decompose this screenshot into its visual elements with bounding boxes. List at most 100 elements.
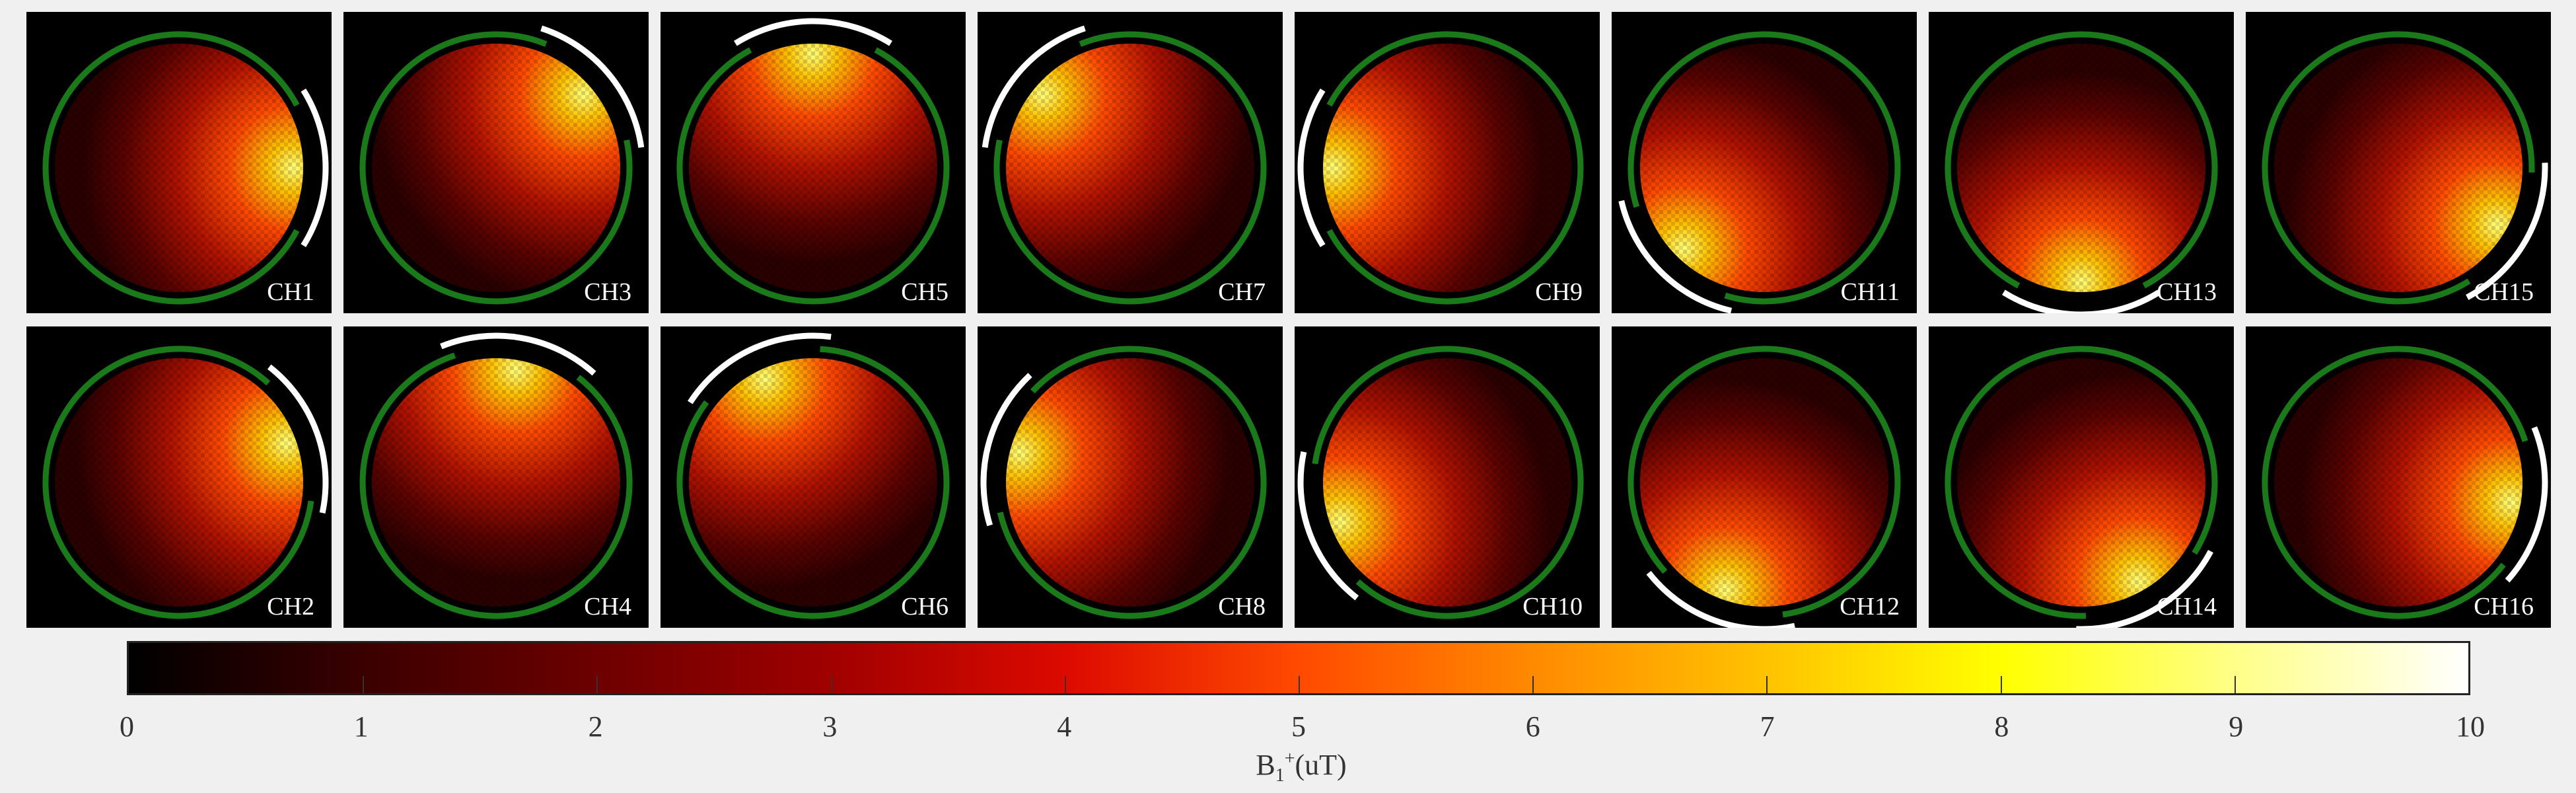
phantom-texture bbox=[1957, 44, 2205, 292]
coil-element-arc bbox=[2466, 163, 2548, 300]
colorbar-tick-label: 7 bbox=[1760, 710, 1775, 743]
phantom-texture bbox=[1006, 358, 1254, 607]
b1-field-map bbox=[1945, 346, 2218, 628]
coil-element-arc bbox=[1646, 570, 1795, 628]
phantom-texture bbox=[55, 44, 303, 292]
channel-label: CH8 bbox=[1218, 593, 1266, 621]
colorbar-tick-label: 4 bbox=[1057, 710, 1072, 743]
colorbar-tick-label: 2 bbox=[588, 710, 603, 743]
b1-field-map bbox=[980, 346, 1267, 619]
ring-outline bbox=[993, 31, 1267, 305]
channel-panel-ch15: CH15 bbox=[2246, 12, 2551, 313]
phantom-texture bbox=[689, 44, 937, 292]
coil-element-arc bbox=[301, 89, 329, 247]
channel-label: CH7 bbox=[1218, 278, 1266, 306]
colorbar-tick-label: 10 bbox=[2456, 710, 2485, 743]
coil-element-arc bbox=[1618, 200, 1733, 313]
coil-element-arc bbox=[980, 373, 1032, 527]
phantom-texture bbox=[1323, 44, 1571, 292]
phantom-texture bbox=[689, 358, 937, 607]
channel-label: CH13 bbox=[2157, 278, 2217, 306]
channel-panel-ch10: CH10 bbox=[1295, 326, 1600, 628]
ring-outline bbox=[1628, 346, 1901, 618]
ring-outline bbox=[676, 346, 950, 619]
channel-panel-ch12: CH12 bbox=[1612, 326, 1917, 628]
channel-panel-ch14: CH14 bbox=[1929, 326, 2234, 628]
b1-field-map bbox=[676, 332, 950, 619]
colorbar-tick-mark bbox=[363, 676, 365, 693]
channel-panel-ch16: CH16 bbox=[2246, 326, 2551, 628]
channel-label: CH12 bbox=[1840, 593, 1900, 621]
channel-panel-ch1: CH1 bbox=[26, 12, 332, 313]
channel-map-grid: CH1 CH3 CH5 bbox=[26, 12, 2551, 628]
ring-outline bbox=[359, 352, 633, 619]
phantom-texture bbox=[372, 44, 620, 292]
b1-field-map bbox=[2262, 346, 2548, 619]
channel-panel-ch5: CH5 bbox=[661, 12, 966, 313]
b1-field-map bbox=[2262, 31, 2548, 305]
colorbar-tick-mark bbox=[596, 676, 598, 693]
colorbar-tick-mark bbox=[1064, 676, 1066, 693]
coil-element-arc bbox=[734, 18, 892, 46]
phantom-texture bbox=[2274, 358, 2522, 607]
colorbar-tick-mark bbox=[2000, 676, 2002, 693]
colorbar-tick-label: 6 bbox=[1525, 710, 1540, 743]
channel-label: CH9 bbox=[1535, 278, 1583, 306]
ring-outline bbox=[2262, 346, 2528, 619]
colorbar-tick-mark bbox=[2234, 676, 2236, 693]
colorbar-label-sup: + bbox=[1284, 748, 1295, 769]
colorbar-label-main: B bbox=[1256, 749, 1275, 781]
channel-panel-ch2: CH2 bbox=[26, 326, 332, 628]
phantom-texture bbox=[1957, 358, 2205, 607]
ring-outline bbox=[42, 346, 314, 619]
channel-label: CH4 bbox=[584, 593, 631, 621]
coil-element-arc bbox=[2002, 289, 2161, 313]
ring-outline bbox=[997, 346, 1267, 619]
phantom-texture bbox=[1640, 44, 1888, 292]
coil-element-arc bbox=[440, 332, 596, 376]
phantom-texture bbox=[2274, 44, 2522, 292]
colorbar-label-unit: (uT) bbox=[1295, 749, 1347, 781]
ring-outline bbox=[1945, 346, 2218, 619]
b1-field-map bbox=[1297, 346, 1584, 619]
channel-label: CH1 bbox=[267, 278, 314, 306]
b1-field-map bbox=[676, 18, 950, 305]
channel-panel-ch4: CH4 bbox=[343, 326, 649, 628]
channel-label: CH6 bbox=[901, 593, 948, 621]
phantom-texture bbox=[55, 358, 303, 607]
ring-outline bbox=[676, 47, 950, 305]
colorbar-tick-label: 5 bbox=[1291, 710, 1306, 743]
phantom-texture bbox=[1323, 358, 1571, 607]
b1-field-map bbox=[359, 25, 645, 305]
channel-panel-ch9: CH9 bbox=[1295, 12, 1600, 313]
ring-outline bbox=[1628, 31, 1901, 305]
colorbar-label: B1+(uT) bbox=[1169, 748, 1433, 786]
coil-element-arc bbox=[2076, 550, 2213, 628]
channel-label: CH5 bbox=[901, 278, 948, 306]
colorbar-tick-label: 9 bbox=[2229, 710, 2244, 743]
colorbar-tick-mark bbox=[830, 676, 832, 693]
colorbar-tick-label: 0 bbox=[120, 710, 134, 743]
channel-panel-ch11: CH11 bbox=[1612, 12, 1917, 313]
colorbar-label-sub: 1 bbox=[1275, 765, 1285, 786]
phantom-texture bbox=[372, 358, 620, 607]
channel-panel-ch7: CH7 bbox=[978, 12, 1283, 313]
coil-element-arc bbox=[267, 364, 329, 514]
b1-field-map bbox=[1618, 31, 1901, 313]
ring-outline bbox=[359, 31, 633, 305]
colorbar-tick-mark bbox=[1299, 676, 1300, 693]
coil-element-arc bbox=[1297, 451, 1359, 601]
coil-element-arc bbox=[540, 25, 645, 148]
colorbar-tick-label: 1 bbox=[353, 710, 369, 743]
ring-outline bbox=[1312, 346, 1584, 619]
b1-field-map bbox=[359, 332, 633, 619]
coil-element-arc bbox=[982, 25, 1086, 148]
colorbar-tick-mark bbox=[1766, 676, 1768, 693]
channel-panel-ch13: CH13 bbox=[1929, 12, 2234, 313]
colorbar-tick-mark bbox=[1532, 676, 1534, 693]
channel-label: CH10 bbox=[1522, 593, 1583, 621]
ring-outline bbox=[1945, 31, 2218, 289]
ring-outline bbox=[1326, 31, 1584, 305]
ring-outline bbox=[2262, 31, 2535, 305]
b1-field-map bbox=[42, 31, 329, 305]
